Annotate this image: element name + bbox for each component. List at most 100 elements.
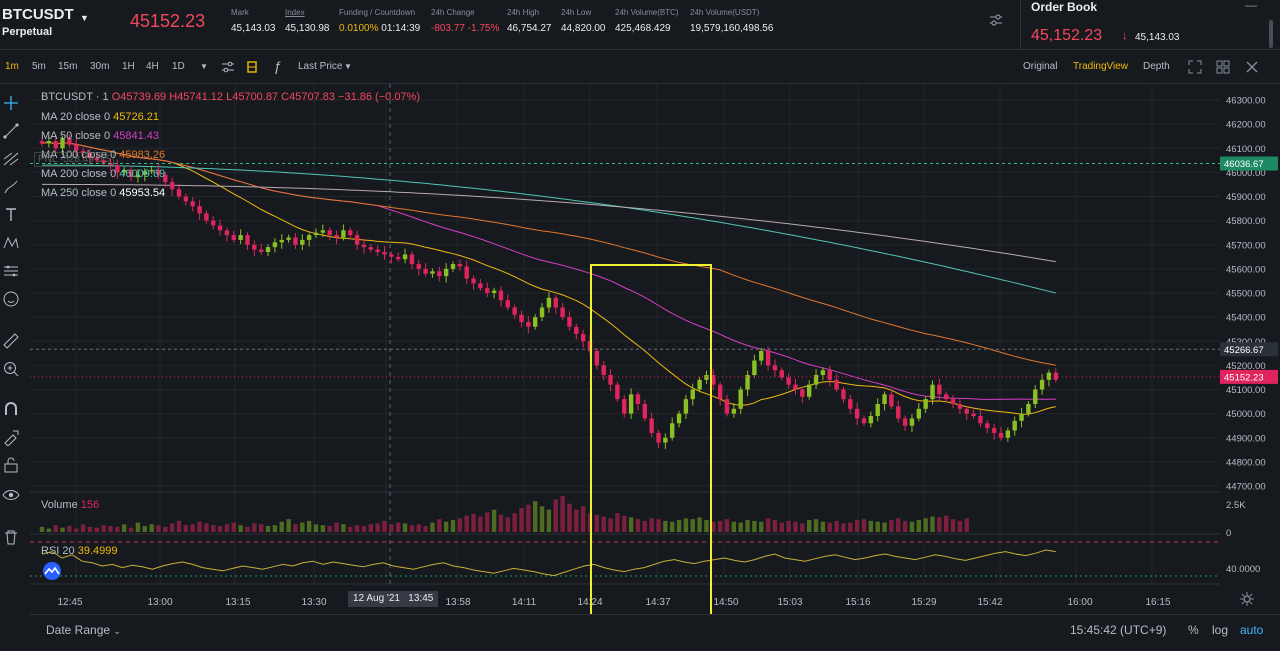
candle-body [1026,403,1031,414]
legend-ma200[interactable]: MA 200 close 0 46009.69 [41,168,165,180]
fullscreen-icon[interactable] [1188,60,1202,74]
ruler-icon[interactable] [2,332,20,350]
volume-bar [375,523,380,532]
interval-15m[interactable]: 15m [58,61,78,72]
legend-ma20[interactable]: MA 20 close 0 45726.21 [41,111,159,123]
trend-line-icon[interactable] [2,122,20,140]
volume-bar [39,526,45,532]
legend-ma250[interactable]: MA 250 close 0 45953.54 [41,187,165,199]
interval-1m[interactable]: 1m [5,61,19,72]
candle-body [279,239,284,243]
interval-5m[interactable]: 5m [32,61,46,72]
volume-bar [923,518,928,532]
candle-body [759,350,764,361]
candle-body [649,418,654,433]
candle-body [197,206,202,214]
zoom-in-icon[interactable] [2,360,20,378]
candle-body [683,399,689,414]
indicators-icon[interactable]: ƒ [274,58,282,74]
view-original[interactable]: Original [1023,61,1058,72]
volume-bar [341,524,346,532]
volume-bar [916,520,921,532]
interval-4h[interactable]: 4H [146,61,159,72]
candle-body [526,321,531,327]
volume-bar [964,518,969,532]
volume-bar [457,518,463,532]
lock-icon[interactable] [2,456,20,474]
volume-bar [553,499,558,532]
candle-body [834,379,839,390]
candlestick-chart[interactable]: 12:45 13:00 13:15 13:30 13:58 14:11 14:24 14:37… [30,84,1220,614]
stat-index[interactable]: Index 45,130.98 [285,8,330,34]
price-axis[interactable]: 46300.00 46200.00 46100.00 46000.00 45900.00… [1220,84,1280,614]
line-price-tag: 45266.67 [1224,345,1264,356]
ticker-bar: BTCUSDT ▼ Perpetual 45152.23 Mark 45,143… [0,0,1020,50]
position-pnl-box[interactable]: PNL -528.49 0.5 [34,152,115,167]
ma-line [41,141,1056,415]
lock-drawings-icon[interactable] [2,428,20,446]
view-depth[interactable]: Depth [1143,61,1170,72]
pattern-icon[interactable] [2,234,20,252]
candle-body [574,326,579,335]
eye-icon[interactable] [2,486,20,504]
symbol-name[interactable]: BTCUSDT [2,6,74,23]
candle-body [272,242,278,248]
chart-settings-icon[interactable] [221,60,235,74]
trash-icon[interactable] [2,528,20,546]
interval-30m[interactable]: 30m [90,61,110,72]
text-icon[interactable] [2,206,20,224]
auto-scale-toggle[interactable]: auto [1240,623,1264,637]
rsi-label: RSI 20 [41,545,75,557]
candle-body [663,437,668,443]
close-icon[interactable] [1245,60,1259,74]
volume-bar [361,526,367,532]
volume-bar [224,524,230,532]
smile-icon[interactable] [2,290,20,308]
candle-body [231,235,236,240]
close-icon[interactable]: — [1245,0,1257,12]
scrollbar[interactable] [1269,20,1273,48]
candle-body [169,182,175,190]
volume-bar [519,508,524,532]
symbol-dropdown-icon[interactable]: ▼ [80,13,89,23]
chevron-down-icon[interactable]: ▼ [344,62,352,71]
candle-type-icon[interactable] [246,60,258,74]
measure-icon[interactable] [2,262,20,280]
candle-body [354,235,360,245]
interval-1h[interactable]: 1H [122,61,135,72]
stat-label[interactable]: Index [285,8,305,17]
candle-body [868,416,874,424]
time-tick-label: 13:30 [301,597,326,608]
interval-more-icon[interactable]: ▼ [200,62,208,71]
view-tradingview[interactable]: TradingView [1073,61,1129,72]
last-price-tag-bg [1220,369,1278,384]
candle-body [923,399,928,409]
fib-icon[interactable] [2,150,20,168]
interval-1d[interactable]: 1D [172,61,185,72]
stat-value: 45,130.98 [285,23,330,34]
percent-scale-toggle[interactable]: % [1188,623,1199,637]
candle-body [615,384,620,400]
ma-line [42,183,1056,263]
date-range-label: Date Range [46,623,111,637]
legend-ma50[interactable]: MA 50 close 0 45841.43 [41,130,159,142]
volume-bar [485,512,490,532]
sliders-icon[interactable] [988,12,1004,28]
layout-grid-icon[interactable] [1216,60,1230,74]
volume-bar [94,527,99,532]
ma-value: 45726.21 [113,111,160,123]
gear-icon[interactable] [1240,592,1254,606]
magnet-icon[interactable] [2,400,20,418]
volume-bar [505,517,510,532]
date-range-button[interactable]: Date Range ⌄ [46,623,121,637]
stat-value: 44,820.00 [561,23,606,34]
candle-body [437,271,442,277]
log-scale-toggle[interactable]: log [1212,623,1229,637]
volume-bar [293,524,298,532]
candle-body [163,174,168,183]
candle-body [217,225,223,231]
price-type-select[interactable]: Last Price [298,61,343,72]
crosshair-icon[interactable] [2,94,20,112]
brush-icon[interactable] [2,178,20,196]
crosshair-time-label: 12 Aug '21 13:45 [348,591,439,607]
